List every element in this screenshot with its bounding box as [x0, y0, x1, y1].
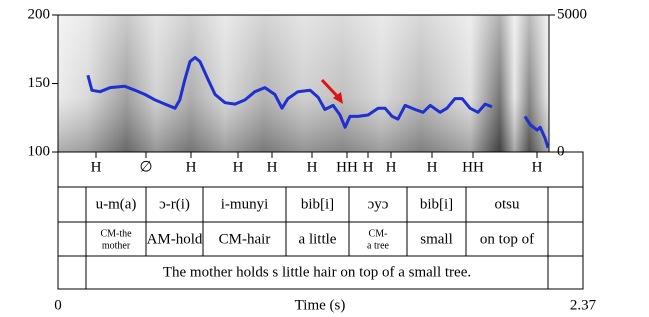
tone-label: H [267, 159, 278, 175]
word-label: bib[i] [301, 196, 334, 212]
gloss-label: a tree [367, 240, 389, 251]
tone-label: H [186, 159, 197, 175]
gloss-label: CM-the [100, 228, 132, 239]
gloss-label: on top of [480, 231, 534, 247]
gloss-label: AM-hold [147, 231, 203, 247]
word-label: i-munyi [221, 196, 269, 212]
tone-label: H [363, 159, 374, 175]
tone-label: H [307, 159, 318, 175]
tone-label: H [532, 159, 543, 175]
y-tick-label: 200 [28, 6, 51, 22]
tone-label: H [386, 159, 397, 175]
tone-label: H [233, 159, 244, 175]
y-tick-label: 100 [28, 143, 51, 159]
tone-label: H [427, 159, 438, 175]
word-label: ɔ-r(i) [159, 196, 190, 212]
word-label: bib[i] [420, 196, 453, 212]
word-label: otsu [494, 196, 520, 212]
x-axis-label: Time (s) [295, 297, 346, 313]
x-tick-label: 0 [54, 297, 62, 313]
spectrogram-shade [58, 15, 549, 152]
gloss-label: a little [299, 231, 337, 247]
tone-label: HH [336, 159, 358, 175]
word-label: u-m(a) [96, 196, 137, 212]
gloss-label: mother [102, 240, 131, 251]
gloss-label: CM-hair [219, 231, 271, 247]
tone-label: H [91, 159, 102, 175]
figure: Time (s) 1001502000500002.37H∅HHHHHHHHHH… [0, 0, 649, 317]
gloss-label: small [420, 231, 453, 247]
sentence: The mother holds s little hair on top of… [163, 264, 471, 280]
y2-tick-label: 5000 [557, 6, 587, 22]
word-label: ɔyɔ [368, 196, 389, 212]
gloss-label: CM- [369, 228, 388, 239]
x-tick-label: 2.37 [570, 297, 597, 313]
tone-label: ∅ [139, 159, 152, 175]
y2-tick-label: 0 [557, 143, 565, 159]
y-tick-label: 150 [28, 75, 51, 91]
tone-label: HH [462, 159, 484, 175]
